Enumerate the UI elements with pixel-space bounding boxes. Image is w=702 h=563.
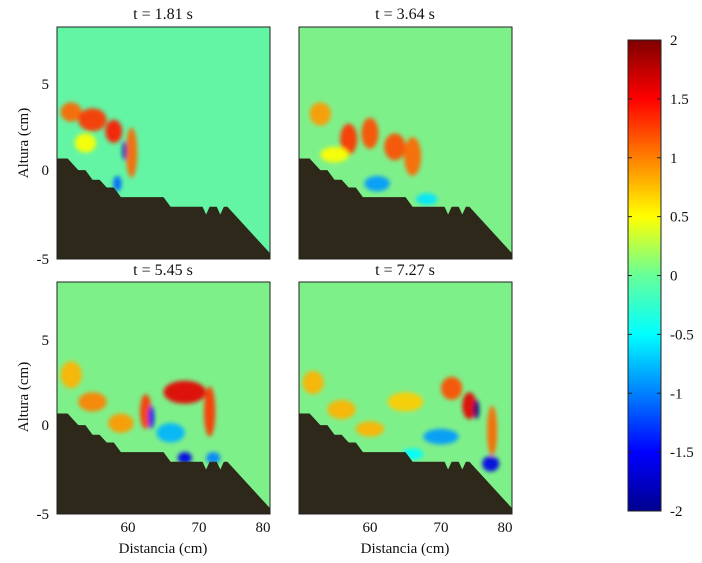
- panel-3-xtick-80: 80: [256, 520, 271, 536]
- panel-1: t = 1.81 s 5 0 -5 Altura (cm): [16, 6, 271, 268]
- colorbar-tick-label-3: 1: [670, 151, 678, 167]
- panel-4-frame: [298, 281, 513, 515]
- panel-3-blob-1: [60, 361, 82, 389]
- panel-3-ytick-0: 0: [42, 418, 50, 434]
- panel-4-blob-2: [327, 399, 356, 420]
- panel-3-frame: [56, 281, 271, 515]
- panel-3-bed: [57, 413, 270, 514]
- panel-4-blob-4: [387, 392, 424, 412]
- panel-3-blob-3: [108, 413, 134, 433]
- colorbar-tick-label-1: 2: [670, 33, 678, 49]
- panel-4-blob-6: [462, 392, 477, 420]
- panel-3-blobs: [60, 361, 221, 464]
- colorbar-tick-label-9: -2: [670, 504, 683, 520]
- panel-1-ytick-5: 5: [42, 77, 50, 93]
- panel-4-xtick-80: 80: [498, 520, 513, 536]
- colorbar-tick-label-2: 1.5: [670, 92, 689, 108]
- panel-2: t = 3.64 s: [298, 6, 513, 260]
- panel-4-blob-10: [482, 456, 500, 472]
- panel-3-blob-7: [203, 386, 216, 437]
- panel-3-blob-6: [163, 380, 207, 404]
- panel-2-frame: [298, 26, 513, 260]
- panel-3-blob-10: [206, 452, 221, 464]
- panel-3-heatmap: [57, 282, 270, 514]
- panel-1-blobs: [60, 102, 138, 192]
- panel-1-blob-4: [125, 127, 138, 178]
- panel-3-title: t = 5.45 s: [133, 262, 193, 279]
- panel-2-blob-2: [340, 123, 358, 155]
- panel-1-heatmap: [57, 27, 270, 259]
- panel-2-blob-4: [384, 133, 406, 161]
- panel-4-blob-3: [355, 421, 385, 437]
- panel-3-ytick-5: 5: [42, 333, 50, 349]
- colorbar-ticks: 2 1.5 1 0.5 0 -0.5 -1 -1.5 -2: [628, 33, 694, 520]
- panel-3-blob-4: [140, 394, 152, 429]
- panel-3-blob-8: [156, 423, 185, 443]
- panel-2-blobs: [309, 102, 438, 205]
- panel-4: t = 7.27 s 60 70 80 Distancia (cm): [298, 262, 513, 557]
- panel-2-blob-8: [320, 146, 349, 163]
- panel-1-blob-7: [74, 133, 97, 153]
- panel-4-xtick-70: 70: [434, 520, 449, 536]
- panel-1-blob-1: [60, 102, 82, 122]
- panel-3: t = 5.45 s 5 0 -5 Altura (cm) 60 70 80 D…: [16, 262, 271, 557]
- panel-3-ytick-neg5: -5: [37, 507, 50, 523]
- panel-4-blob-1: [302, 370, 324, 395]
- panel-1-ytick-0: 0: [42, 163, 50, 179]
- panel-4-blob-8: [487, 405, 498, 456]
- panel-4-heatmap: [299, 282, 512, 514]
- panel-4-title: t = 7.27 s: [375, 262, 435, 279]
- panel-4-xtick-60: 60: [363, 520, 378, 536]
- panel-1-ylabel: Altura (cm): [16, 108, 32, 178]
- panel-4-blob-9: [423, 428, 459, 445]
- panel-2-blob-5: [404, 137, 422, 176]
- panel-4-bed: [299, 413, 512, 514]
- panel-1-blob-5: [122, 141, 127, 161]
- colorbar-tick-label-5: 0: [670, 269, 678, 285]
- panel-1-blob-6: [113, 175, 122, 192]
- panel-3-blob-2: [78, 392, 107, 412]
- colorbar-tick-label-6: -0.5: [670, 327, 694, 343]
- panel-2-title: t = 3.64 s: [375, 6, 435, 23]
- panel-2-blob-7: [416, 193, 438, 205]
- panel-3-xlabel: Distancia (cm): [119, 541, 208, 557]
- panel-1-frame: [56, 26, 271, 260]
- colorbar-gradient: [627, 39, 662, 512]
- colorbar-tick-label-8: -1.5: [670, 445, 694, 461]
- colorbar-tick-label-4: 0.5: [670, 210, 689, 226]
- panel-1-bed: [57, 158, 270, 259]
- panel-2-blob-1: [309, 102, 331, 126]
- panel-1-title: t = 1.81 s: [133, 6, 193, 23]
- panel-4-blobs: [302, 370, 500, 472]
- panel-2-heatmap: [299, 27, 512, 259]
- panel-3-ylabel: Altura (cm): [16, 362, 32, 432]
- panel-4-blob-7: [473, 399, 480, 420]
- panel-1-blob-3: [105, 119, 123, 143]
- panel-2-bed: [299, 158, 512, 259]
- colorbar: 2 1.5 1 0.5 0 -0.5 -1 -1.5 -2: [627, 33, 694, 520]
- panel-3-xtick-60: 60: [121, 520, 136, 536]
- panel-2-blob-3: [361, 117, 379, 149]
- panel-1-blob-2: [78, 108, 107, 132]
- panel-2-blob-6: [364, 175, 390, 192]
- colorbar-tick-label-7: -1: [670, 386, 683, 402]
- panel-1-ytick-neg5: -5: [37, 252, 50, 268]
- panel-4-blob-5: [441, 376, 463, 400]
- panel-3-blob-5: [148, 405, 155, 429]
- panel-3-xtick-70: 70: [192, 520, 207, 536]
- panel-3-blob-9: [177, 452, 192, 464]
- panel-4-xlabel: Distancia (cm): [361, 541, 450, 557]
